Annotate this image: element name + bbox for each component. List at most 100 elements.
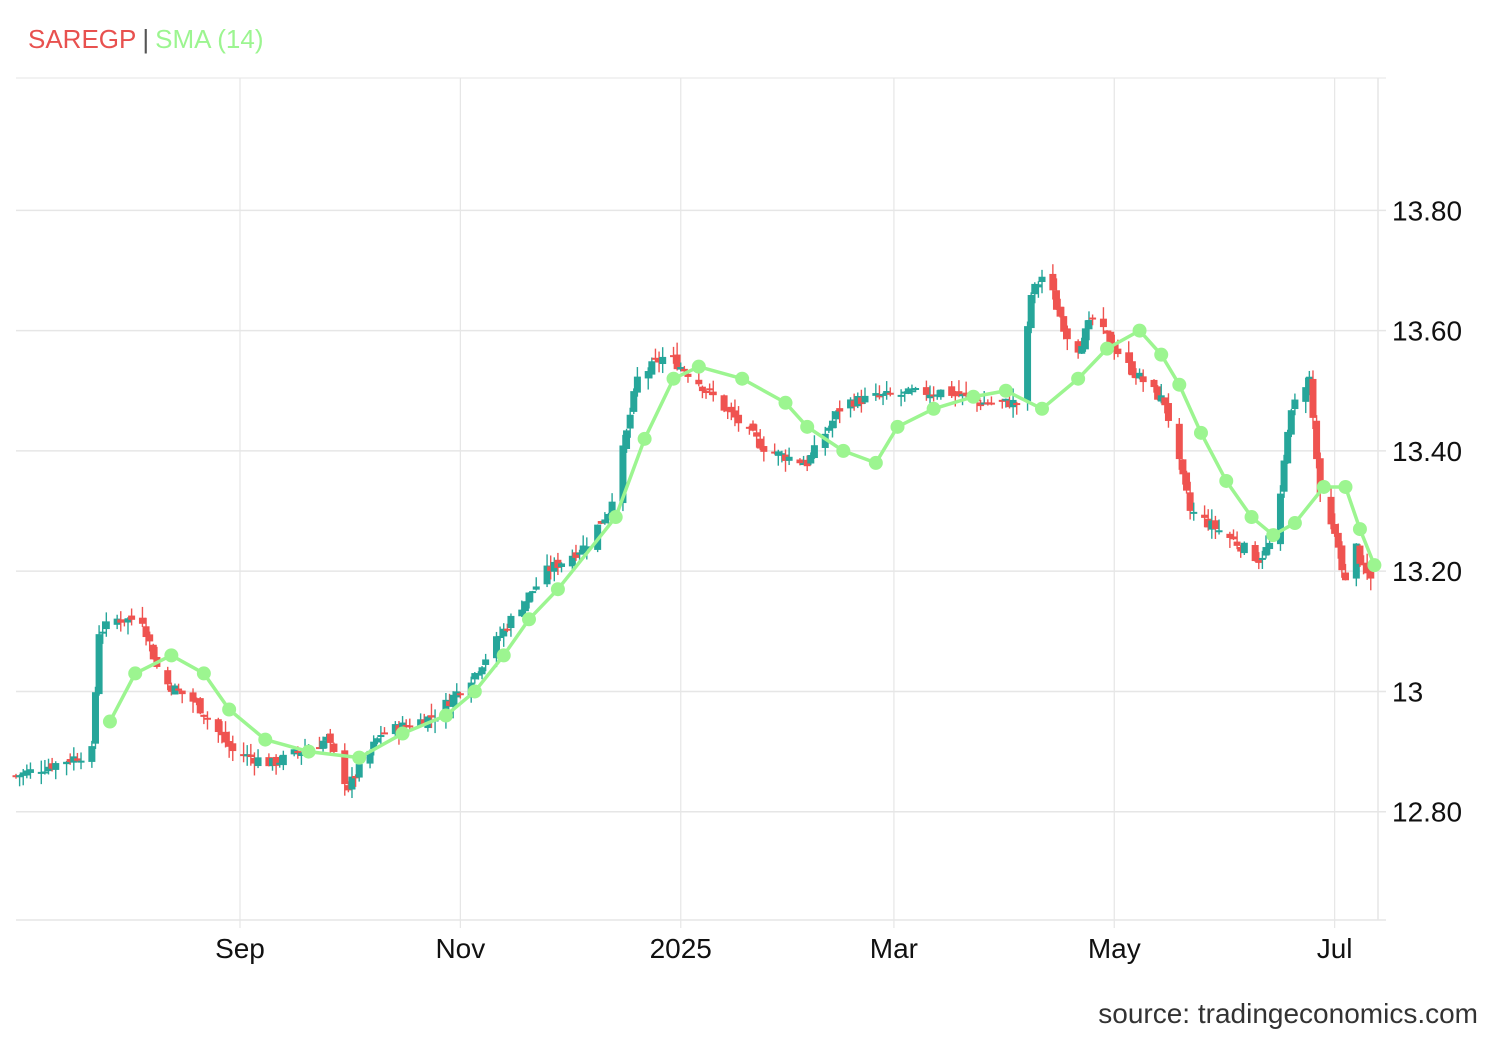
candle-body: [19, 772, 27, 776]
candle-body: [857, 397, 865, 405]
candle-body: [247, 754, 255, 758]
candle-body: [73, 758, 81, 761]
sma-point: [550, 582, 565, 597]
candle-body: [630, 391, 638, 412]
candle-body: [240, 754, 248, 757]
candle-body: [796, 459, 804, 464]
candle-body: [149, 644, 157, 660]
sma-point: [1193, 425, 1208, 440]
candle-body: [998, 399, 1006, 402]
candle-body: [218, 732, 226, 736]
candle: [16, 774, 24, 787]
candle: [218, 721, 226, 744]
x-tick-label: 2025: [650, 933, 712, 964]
candle: [88, 740, 96, 768]
candle: [558, 562, 566, 573]
candle-body: [254, 757, 262, 767]
candle: [547, 555, 555, 580]
candle-body: [1280, 460, 1288, 492]
candle: [1363, 553, 1371, 580]
candle-body: [655, 358, 663, 363]
candle: [644, 367, 652, 390]
candlestick-series: [12, 264, 1375, 799]
candle: [568, 549, 576, 570]
candle-body: [406, 725, 414, 728]
candle-body: [532, 586, 540, 590]
candle-body: [1099, 318, 1107, 328]
candle-body: [756, 438, 764, 449]
candle: [1352, 543, 1360, 587]
candle: [854, 392, 862, 409]
candle-body: [670, 355, 678, 358]
candle-body: [164, 670, 172, 685]
candle: [1164, 393, 1172, 428]
candle-body: [1262, 547, 1270, 556]
candle: [698, 385, 706, 399]
candle-body: [1258, 557, 1266, 560]
candle: [1078, 337, 1086, 355]
candle-body: [348, 776, 356, 790]
candle-body: [568, 555, 576, 567]
candle: [1284, 429, 1292, 464]
candle-body: [1027, 295, 1035, 329]
candle: [1190, 502, 1198, 521]
candle: [203, 711, 211, 730]
candle: [926, 385, 934, 405]
candle: [572, 544, 580, 561]
y-tick-label: 13: [1392, 676, 1423, 707]
candle: [1132, 368, 1140, 385]
candle: [1305, 370, 1313, 396]
candle: [250, 752, 258, 776]
candle-body: [225, 741, 233, 747]
candle: [373, 737, 381, 745]
candle-body: [471, 673, 479, 680]
candle-body: [619, 445, 627, 504]
candle: [901, 391, 909, 402]
candle-body: [203, 717, 211, 720]
candle: [500, 623, 508, 647]
candle: [352, 774, 360, 787]
x-tick-label: May: [1088, 933, 1141, 964]
candle-body: [702, 391, 710, 394]
candle: [229, 735, 237, 762]
candle: [19, 768, 27, 786]
candle: [272, 754, 280, 775]
candle: [279, 750, 287, 771]
candle: [886, 387, 894, 397]
candle-body: [142, 626, 150, 638]
candle: [879, 392, 887, 406]
sma-point: [222, 702, 237, 717]
candle: [749, 420, 757, 432]
candle-body: [731, 410, 739, 418]
candle-body: [1060, 316, 1068, 332]
candle-body: [1063, 328, 1071, 340]
x-tick-label: Mar: [870, 933, 918, 964]
candle: [377, 725, 385, 747]
candle: [1049, 264, 1057, 300]
candle-body: [955, 391, 963, 396]
candle: [290, 748, 298, 757]
candle: [1074, 339, 1082, 359]
candle-body: [937, 389, 945, 398]
candle: [1237, 545, 1245, 558]
candle: [1208, 509, 1216, 539]
candle: [1052, 278, 1060, 310]
candle-body: [879, 393, 887, 396]
candle: [326, 728, 334, 755]
candle-body: [102, 621, 110, 630]
candle-body: [1031, 283, 1039, 295]
candle: [449, 691, 457, 719]
candle-body: [48, 763, 56, 769]
candle: [1161, 397, 1169, 414]
candle: [138, 606, 146, 627]
candle: [323, 734, 331, 749]
candle: [745, 425, 753, 435]
x-tick-label: Sep: [215, 933, 265, 964]
sma-point: [778, 395, 793, 410]
candle-body: [315, 747, 323, 750]
candle-body: [326, 733, 334, 743]
candle: [623, 428, 631, 453]
candle-body: [1179, 459, 1187, 475]
candle-body: [521, 601, 529, 612]
candle-body: [63, 761, 71, 765]
